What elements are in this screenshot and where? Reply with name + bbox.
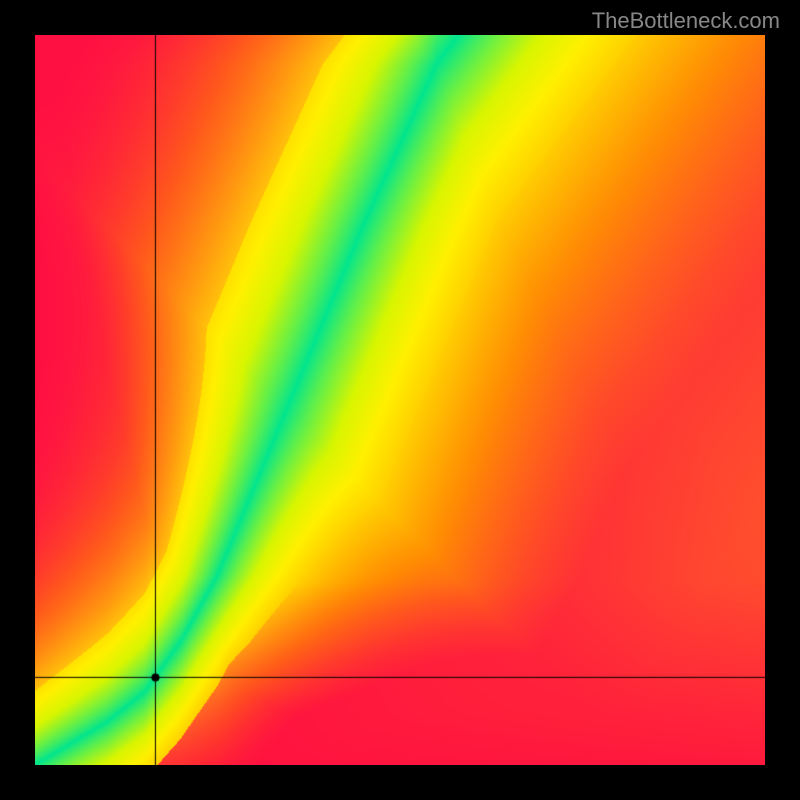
heatmap-canvas (35, 35, 765, 765)
watermark-text: TheBottleneck.com (592, 8, 780, 34)
heatmap-plot (35, 35, 765, 765)
